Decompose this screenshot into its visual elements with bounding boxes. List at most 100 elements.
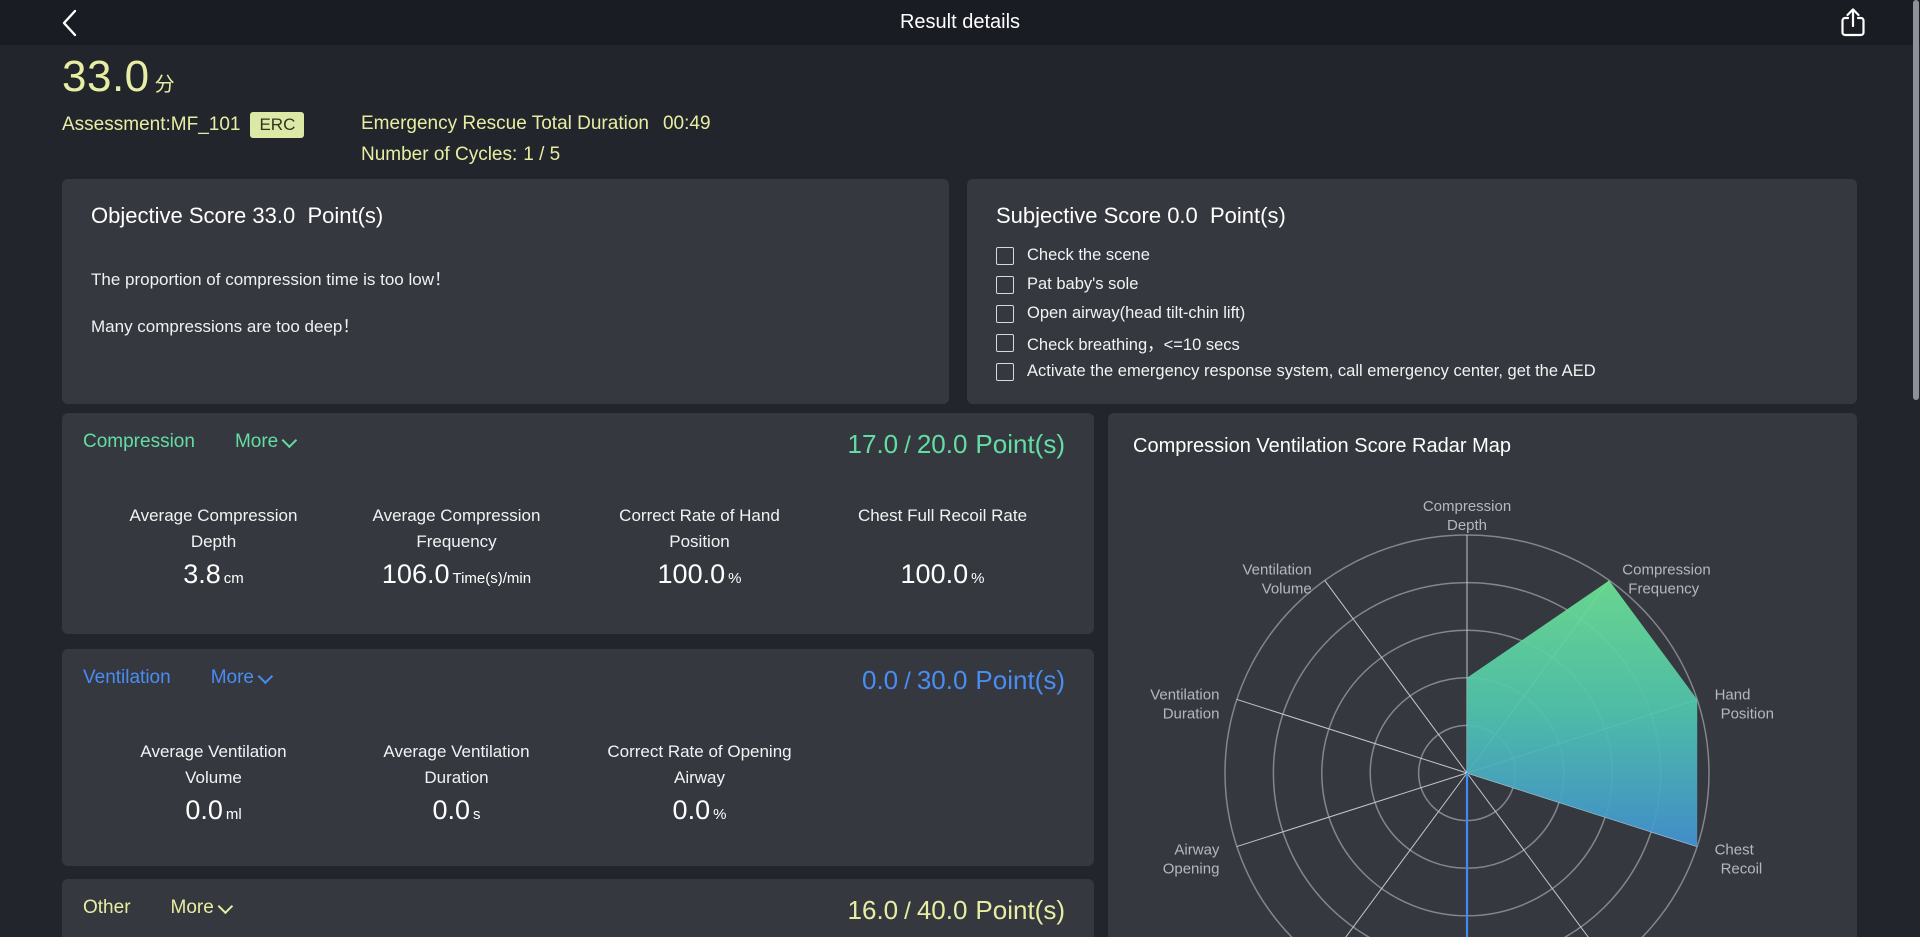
cycles-label: Number of Cycles: xyxy=(361,144,518,165)
compression-score: 17.0/20.0 Point(s) xyxy=(847,429,1065,459)
score-radar-chart: Compression Depth Compression Frequency Hand… xyxy=(1150,498,1774,937)
metric-avg-compression-depth: Average Compression Depth 3.8 cm xyxy=(92,503,335,590)
share-icon xyxy=(1841,8,1865,37)
metric-label: Average Compression Depth xyxy=(129,506,298,552)
metric-unit: % xyxy=(728,570,742,587)
more-label: More xyxy=(170,897,214,918)
total-score-value: 33.0 xyxy=(62,52,150,101)
checkbox-unchecked[interactable] xyxy=(996,275,1014,294)
other-more-button[interactable]: More xyxy=(171,897,233,919)
metric-value: 0.0 xyxy=(432,795,471,825)
other-section: Other More 16.0/40.0 Point(s) xyxy=(62,879,1094,937)
subjective-item[interactable]: Activate the emergency response system, … xyxy=(996,357,1596,386)
objective-score-panel: Objective Score 33.0 Point(s) The propor… xyxy=(62,179,949,404)
subjective-item[interactable]: Pat baby's sole xyxy=(996,270,1596,299)
metric-value: 3.8 xyxy=(183,559,221,589)
compression-more-button[interactable]: More xyxy=(234,431,298,453)
metric-value: 0.0 xyxy=(672,795,711,825)
chevron-down-icon xyxy=(281,432,298,448)
radar-panel: Compression Ventilation Score Radar Map … xyxy=(1108,413,1857,937)
objective-message: Many compressions are too deep！ xyxy=(91,317,360,336)
score-earned: 17.0 xyxy=(847,429,899,459)
subjective-score-panel: Subjective Score 0.0 Point(s) Check the … xyxy=(967,179,1857,404)
ventilation-section: Ventilation More 0.0/30.0 Point(s) Averag… xyxy=(62,649,1094,866)
erc-badge: ERC xyxy=(250,112,305,138)
subjective-score-title: Subjective Score 0.0 Point(s) xyxy=(996,203,1286,228)
checkbox-unchecked[interactable] xyxy=(996,333,1014,352)
more-label: More xyxy=(210,667,254,688)
metric-avg-ventilation-duration: Average Ventilation Duration 0.0 s xyxy=(335,739,578,826)
objective-score-title: Objective Score 33.0 Point(s) xyxy=(91,203,384,228)
duration-label: Emergency Rescue Total Duration xyxy=(361,113,649,134)
more-label: More xyxy=(234,431,279,452)
metric-label: Average Compression Frequency xyxy=(372,506,541,552)
metric-avg-ventilation-volume: Average Ventilation Volume 0.0 ml xyxy=(92,739,335,826)
cycles-row: Number of Cycles: 1 / 5 xyxy=(361,144,560,166)
checkbox-label: Check breathing，<=10 secs xyxy=(1027,335,1240,354)
score-total: 20.0 xyxy=(916,429,968,459)
checkbox-label: Open airway(head tilt-chin lift) xyxy=(1027,304,1246,322)
chevron-down-icon xyxy=(257,668,274,684)
metric-airway-opening-rate: Correct Rate of Opening Airway 0.0% xyxy=(578,739,821,826)
score-suffix: Point(s) xyxy=(975,429,1065,459)
share-button[interactable] xyxy=(1836,6,1870,40)
metric-label: Average Ventilation Volume xyxy=(140,742,287,788)
top-bar: Result details xyxy=(0,0,1920,45)
metric-value: 0.0 xyxy=(185,795,223,825)
assessment-label: Assessment:MF_101 xyxy=(62,114,241,135)
metric-unit: % xyxy=(971,570,985,587)
metric-unit: s xyxy=(473,806,481,823)
checkbox-unchecked[interactable] xyxy=(996,246,1014,265)
metric-value: 100.0 xyxy=(900,559,969,589)
score-suffix: Point(s) xyxy=(975,895,1065,925)
back-button[interactable] xyxy=(56,8,86,38)
metric-unit: cm xyxy=(223,570,244,587)
metric-hand-position-rate: Correct Rate of Hand Position 100.0% xyxy=(578,503,821,590)
metric-unit: % xyxy=(713,806,727,823)
radar-title: Compression Ventilation Score Radar Map xyxy=(1133,435,1511,457)
checkbox-unchecked[interactable] xyxy=(996,304,1014,323)
duration-row: Emergency Rescue Total Duration 00:49 xyxy=(361,113,711,135)
page-scrollbar[interactable] xyxy=(1912,0,1920,937)
checkbox-label: Activate the emergency response system, … xyxy=(1027,362,1596,380)
total-score: 33.0 分 xyxy=(62,52,175,102)
metric-avg-compression-frequency: Average Compression Frequency 106.0 Time(… xyxy=(335,503,578,590)
checkbox-unchecked[interactable] xyxy=(996,362,1014,381)
chevron-left-icon xyxy=(62,9,77,37)
page-title: Result details xyxy=(899,11,1021,33)
other-score: 16.0/40.0 Point(s) xyxy=(847,895,1065,925)
metric-value: 106.0 xyxy=(381,559,450,589)
ventilation-more-button[interactable]: More xyxy=(210,667,274,689)
other-section-label: Other xyxy=(83,897,131,918)
ventilation-section-label: Ventilation xyxy=(83,667,171,688)
metric-chest-recoil-rate: Chest Full Recoil Rate 100.0% xyxy=(821,503,1064,590)
metric-label: Correct Rate of Hand Position xyxy=(619,506,780,552)
metric-unit: Time(s)/min xyxy=(452,570,532,587)
score-earned: 16.0 xyxy=(847,895,899,925)
compression-section: Compression More 17.0/20.0 Point(s) Avera… xyxy=(62,413,1094,634)
score-suffix: Point(s) xyxy=(975,665,1065,695)
chevron-down-icon xyxy=(217,898,233,914)
subjective-item[interactable]: Open airway(head tilt-chin lift) xyxy=(996,299,1596,328)
subjective-item[interactable]: Check breathing，<=10 secs xyxy=(996,328,1596,357)
cycles-value: 1 / 5 xyxy=(523,144,561,165)
ventilation-score: 0.0/30.0 Point(s) xyxy=(861,665,1065,695)
metric-unit: ml xyxy=(225,806,242,823)
checkbox-label: Check the scene xyxy=(1027,246,1150,264)
subjective-item[interactable]: Check the scene xyxy=(996,241,1596,270)
checkbox-label: Pat baby's sole xyxy=(1027,275,1139,293)
scrollbar-thumb[interactable] xyxy=(1913,0,1919,400)
duration-value: 00:49 xyxy=(662,113,711,134)
metric-label: Average Ventilation Duration xyxy=(383,742,530,788)
score-total: 40.0 xyxy=(916,895,968,925)
metric-label: Chest Full Recoil Rate xyxy=(857,506,1028,525)
objective-message: The proportion of compression time is to… xyxy=(91,270,451,289)
score-earned: 0.0 xyxy=(861,665,899,695)
